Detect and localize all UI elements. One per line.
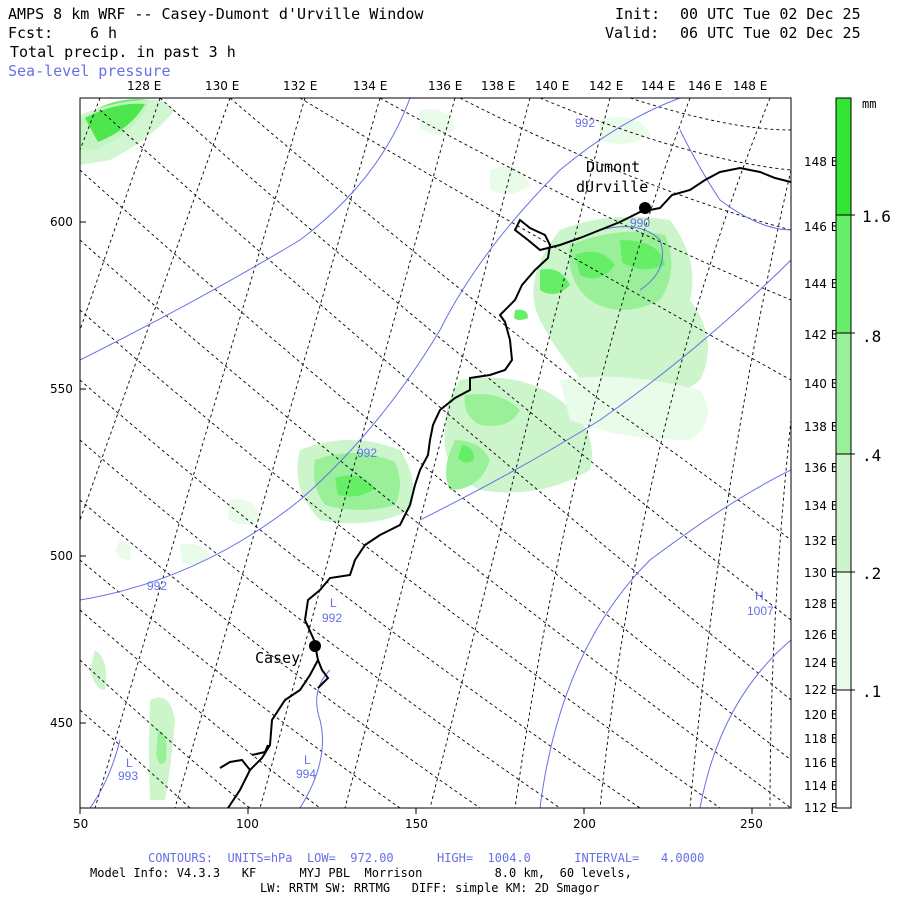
physics-info: LW: RRTM SW: RRTMG DIFF: simple KM: 2D S…: [260, 881, 600, 895]
contour-label: 992: [575, 116, 595, 130]
lon-label: 142 E: [589, 79, 623, 93]
lon-label: 136 E: [428, 79, 462, 93]
low-pressure-mark: L: [126, 756, 133, 770]
lon-label: 120 E: [804, 708, 838, 722]
lon-label: 112 E: [804, 801, 838, 815]
y-tick-label: 500: [50, 549, 73, 563]
lon-label: 138 E: [804, 420, 838, 434]
valid-label: Valid:: [605, 24, 660, 42]
high-pressure-mark: H: [755, 589, 764, 603]
map-title: AMPS 8 km WRF -- Casey-Dumont d'Urville …: [8, 5, 424, 23]
overlay-name: Sea-level pressure: [8, 62, 171, 80]
lon-label: 144 E: [804, 277, 838, 291]
colorbar: [835, 97, 855, 809]
right-longitude-labels: 148 E 146 E 144 E 142 E 140 E 138 E 136 …: [804, 155, 838, 815]
lon-label: 132 E: [804, 534, 838, 548]
precip-shading: [80, 99, 708, 800]
lon-label: 126 E: [804, 628, 838, 642]
colorbar-label: .2: [862, 564, 881, 583]
init-time: 00 UTC Tue 02 Dec 25: [680, 5, 861, 23]
pressure-contours: [80, 98, 791, 808]
lon-label: 144 E: [641, 79, 675, 93]
lon-label: 140 E: [535, 79, 569, 93]
valid-time: 06 UTC Tue 02 Dec 25: [680, 24, 861, 42]
map-content: [80, 98, 791, 808]
contour-label: 992: [357, 446, 377, 460]
lon-label: 136 E: [804, 461, 838, 475]
lon-label: 114 E: [804, 779, 838, 793]
x-axis-labels: 50 100 150 200 250: [73, 817, 763, 831]
y-tick-label: 600: [50, 215, 73, 229]
lon-label: 134 E: [353, 79, 387, 93]
lon-label: 130 E: [804, 566, 838, 580]
contour-label: 1007: [747, 604, 774, 618]
forecast-hours: 6 h: [90, 24, 118, 42]
lon-label: 146 E: [688, 79, 722, 93]
contour-label: 992: [322, 611, 342, 625]
casey-station-marker: [309, 640, 321, 652]
lon-label: 128 E: [804, 597, 838, 611]
latlon-grid: [80, 98, 791, 808]
station-label-durville: dUrville: [576, 178, 648, 196]
colorbar-label: .8: [862, 327, 881, 346]
lon-label: 122 E: [804, 683, 838, 697]
model-info: Model Info: V4.3.3 KF MYJ PBL Morrison 8…: [90, 866, 632, 880]
colorbar-label: 1.6: [862, 207, 891, 226]
coastline: [219, 166, 791, 808]
lon-label: 130 E: [205, 79, 239, 93]
y-tick-label: 450: [50, 716, 73, 730]
field-name: Total precip. in past 3 h: [10, 43, 236, 61]
lon-label: 118 E: [804, 732, 838, 746]
colorbar-label: .4: [862, 446, 881, 465]
map-frame: [79, 97, 792, 809]
top-longitude-labels: 128 E 130 E 132 E 134 E 136 E 138 E 140 …: [127, 79, 767, 93]
station-label-dumont: Dumont: [586, 158, 640, 176]
y-axis-ticks: [79, 221, 753, 814]
x-tick-label: 200: [573, 817, 596, 831]
low-pressure-mark: L: [304, 753, 311, 767]
lon-label: 148 E: [804, 155, 838, 169]
dumont-durville-station-marker: [639, 202, 651, 214]
lon-label: 140 E: [804, 377, 838, 391]
forecast-label: Fcst:: [8, 24, 54, 42]
lon-label: 138 E: [481, 79, 515, 93]
lon-label: 134 E: [804, 499, 838, 513]
contour-info: CONTOURS: UNITS=hPa LOW= 972.00 HIGH= 10…: [148, 851, 705, 865]
x-tick-label: 250: [740, 817, 763, 831]
contour-label: 992: [147, 579, 167, 593]
x-tick-label: 100: [236, 817, 259, 831]
lon-label: 116 E: [804, 756, 838, 770]
contour-label: 990: [630, 216, 650, 230]
y-axis-labels: 600 550 500 450: [50, 215, 73, 730]
y-tick-label: 550: [50, 382, 73, 396]
lon-label: 146 E: [804, 220, 838, 234]
init-label: Init:: [615, 5, 661, 23]
contour-label: 993: [118, 769, 138, 783]
colorbar-label: .1: [862, 682, 881, 701]
x-tick-label: 150: [405, 817, 428, 831]
contour-labels: 992 990 992 992 992 993 994 1007 L L L H: [118, 116, 774, 783]
lon-label: 128 E: [127, 79, 161, 93]
low-pressure-mark: L: [330, 596, 337, 610]
colorbar-unit: mm: [862, 97, 876, 111]
lon-label: 124 E: [804, 656, 838, 670]
x-tick-label: 50: [73, 817, 88, 831]
station-label-casey: Casey: [255, 649, 300, 667]
lon-label: 142 E: [804, 328, 838, 342]
lon-label: 132 E: [283, 79, 317, 93]
lon-label: 148 E: [733, 79, 767, 93]
contour-label: 994: [296, 767, 316, 781]
